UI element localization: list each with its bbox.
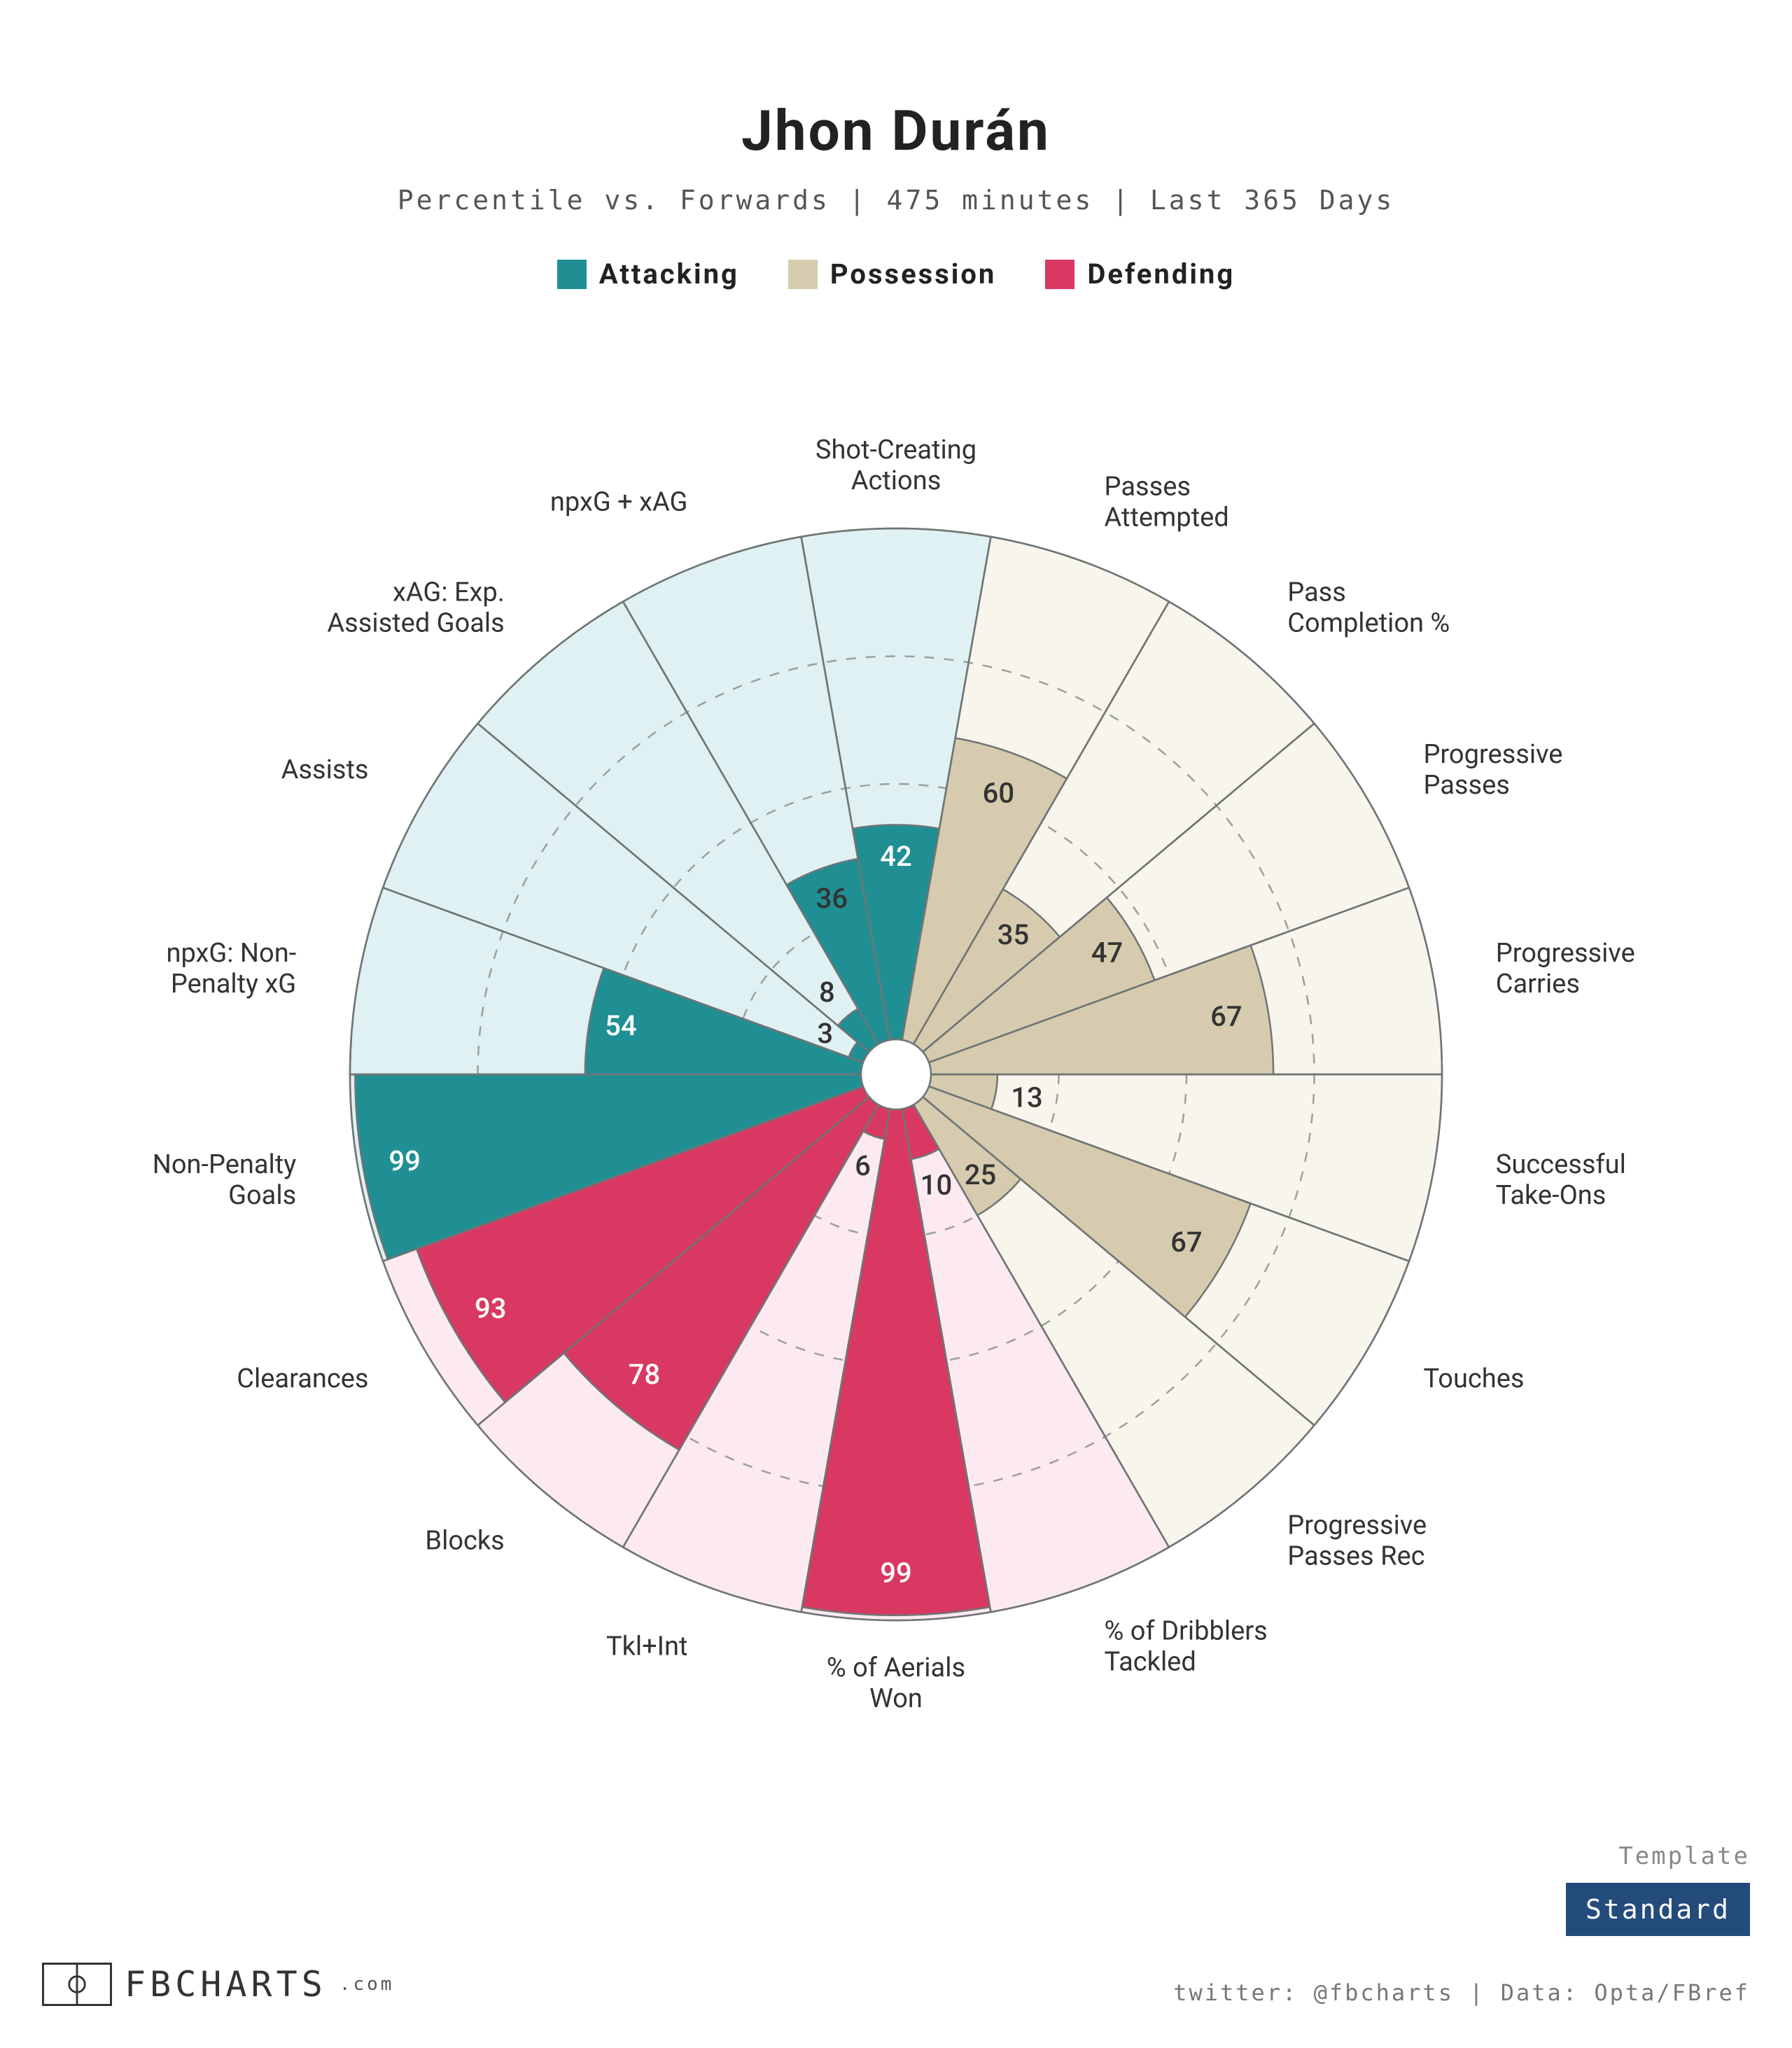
brand: FBCHARTS .com — [42, 1963, 394, 2006]
legend-swatch-defending — [1045, 260, 1074, 289]
svg-text:ProgressivePasses: ProgressivePasses — [1423, 739, 1562, 801]
page-container: Jhon Durán Percentile vs. Forwards | 475… — [0, 0, 1792, 2048]
svg-text:Touches: Touches — [1423, 1363, 1524, 1394]
svg-text:xAG: Exp.Assisted Goals: xAG: Exp.Assisted Goals — [327, 577, 504, 639]
svg-text:67: 67 — [1210, 1000, 1242, 1032]
svg-text:99: 99 — [880, 1557, 911, 1590]
svg-text:35: 35 — [997, 918, 1029, 951]
svg-text:Tkl+Int: Tkl+Int — [606, 1632, 688, 1662]
svg-text:3: 3 — [817, 1017, 833, 1050]
template-label: Template — [1566, 1842, 1750, 1870]
svg-text:Blocks: Blocks — [425, 1525, 504, 1556]
legend-label-defending: Defending — [1087, 258, 1235, 290]
legend-item-attacking: Attacking — [557, 258, 739, 290]
svg-text:67: 67 — [1170, 1226, 1202, 1258]
legend-label-possession: Possession — [830, 258, 996, 290]
svg-text:PassesAttempted: PassesAttempted — [1105, 471, 1229, 533]
svg-text:25: 25 — [965, 1158, 996, 1191]
svg-text:60: 60 — [983, 776, 1014, 809]
page-title: Jhon Durán — [42, 98, 1750, 164]
svg-text:Shot-CreatingActions: Shot-CreatingActions — [816, 435, 976, 496]
svg-text:PassCompletion %: PassCompletion % — [1287, 577, 1450, 639]
page-subtitle: Percentile vs. Forwards | 475 minutes | … — [42, 185, 1750, 216]
svg-text:ProgressivePasses Rec: ProgressivePasses Rec — [1287, 1510, 1427, 1571]
svg-text:Non-PenaltyGoals: Non-PenaltyGoals — [153, 1149, 296, 1211]
legend-label-attacking: Attacking — [599, 258, 739, 290]
svg-text:47: 47 — [1091, 936, 1123, 969]
footer: FBCHARTS .com twitter: @fbcharts | Data:… — [42, 1963, 1750, 2006]
brand-name: FBCHARTS — [125, 1964, 327, 2005]
svg-text:93: 93 — [475, 1292, 506, 1325]
legend: Attacking Possession Defending — [42, 258, 1750, 290]
svg-text:36: 36 — [816, 882, 848, 915]
credits: twitter: @fbcharts | Data: Opta/FBref — [1173, 1979, 1750, 2006]
legend-item-defending: Defending — [1045, 258, 1235, 290]
svg-text:% of AerialsWon: % of AerialsWon — [827, 1653, 965, 1714]
svg-text:54: 54 — [605, 1009, 636, 1042]
legend-swatch-possession — [788, 260, 818, 289]
svg-text:% of DribblersTackled: % of DribblersTackled — [1105, 1616, 1268, 1678]
brand-logo-icon — [42, 1963, 112, 2006]
legend-swatch-attacking — [557, 260, 587, 289]
svg-text:Assists: Assists — [281, 755, 369, 785]
svg-text:Clearances: Clearances — [237, 1363, 368, 1394]
svg-text:99: 99 — [388, 1144, 420, 1177]
legend-item-possession: Possession — [788, 258, 996, 290]
svg-text:npxG: Non-Penalty xG: npxG: Non-Penalty xG — [167, 938, 297, 1000]
svg-text:8: 8 — [819, 976, 835, 1009]
svg-text:ProgressiveCarries: ProgressiveCarries — [1496, 938, 1635, 1000]
svg-text:42: 42 — [880, 840, 911, 873]
svg-text:SuccessfulTake-Ons: SuccessfulTake-Ons — [1496, 1149, 1626, 1211]
svg-text:10: 10 — [920, 1168, 952, 1201]
svg-text:6: 6 — [855, 1149, 871, 1182]
svg-text:13: 13 — [1011, 1081, 1042, 1114]
template-box: Template Standard — [1566, 1842, 1750, 1936]
pizza-chart: 42 60 35 47 67 13 67 25 10 99 6 78 93 99 54 3 8 36 Shot-Cr… — [91, 332, 1701, 1802]
svg-text:npxG + xAG: npxG + xAG — [550, 486, 688, 517]
chart-wrap: 42 60 35 47 67 13 67 25 10 99 6 78 93 99 54 3 8 36 Shot-Cr… — [42, 332, 1750, 1802]
brand-suffix: .com — [340, 1974, 395, 1995]
svg-text:78: 78 — [629, 1358, 660, 1391]
template-badge[interactable]: Standard — [1566, 1883, 1750, 1936]
